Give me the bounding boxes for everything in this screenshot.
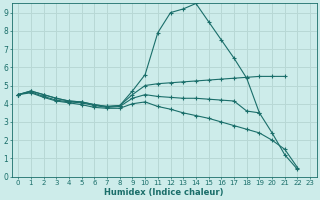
- X-axis label: Humidex (Indice chaleur): Humidex (Indice chaleur): [104, 188, 224, 197]
